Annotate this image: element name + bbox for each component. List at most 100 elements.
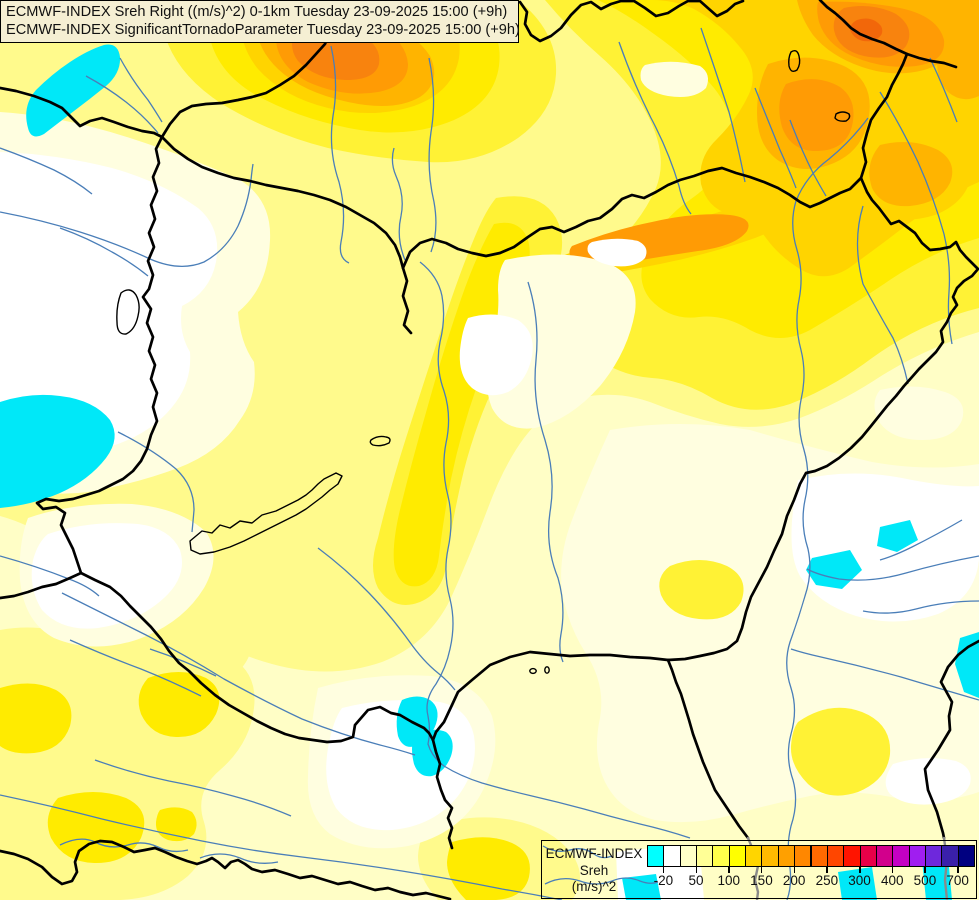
legend-color-cell <box>777 845 796 867</box>
contour-yellow-over-layer <box>659 560 891 796</box>
river <box>618 41 692 215</box>
legend-tick <box>826 867 828 873</box>
river <box>59 227 149 277</box>
legend-tick-label: 500 <box>913 873 937 888</box>
legend-color-cell <box>875 845 894 867</box>
legend-tick <box>793 867 796 873</box>
country-border <box>431 738 454 850</box>
lake-balaton-outline <box>189 472 343 555</box>
legend-color-cell <box>957 845 975 867</box>
legend-tick <box>957 867 959 873</box>
river <box>879 519 963 561</box>
river <box>428 57 437 253</box>
legend-title: ECMWF-INDEX <box>545 846 643 861</box>
legend-color-cell <box>696 845 714 867</box>
river <box>786 117 869 900</box>
lake-ferto-outline <box>116 289 140 335</box>
river <box>94 759 292 817</box>
legend-tick <box>760 867 763 873</box>
legend-tick-label: 700 <box>946 873 969 888</box>
river <box>59 838 189 853</box>
country-border <box>401 266 413 335</box>
legend-tick <box>728 867 730 873</box>
legend-tick-label: 100 <box>717 873 741 888</box>
map-title-line1: ECMWF-INDEX Sreh Right ((m/s)^2) 0-1km T… <box>6 4 508 20</box>
river <box>69 639 202 697</box>
river <box>544 877 659 885</box>
legend-color-cell <box>826 845 845 867</box>
legend-color-cell <box>712 845 730 867</box>
river <box>790 648 979 701</box>
country-border <box>923 639 979 840</box>
legend-color-cell <box>728 845 747 867</box>
legend-tick-label: 50 <box>688 873 704 888</box>
legend-ticks: -20 50 100 150 200 250 300 400 500 700 <box>647 867 974 897</box>
contour-white-layer <box>0 152 979 900</box>
map-title-box: ECMWF-INDEX Sreh Right ((m/s)^2) 0-1km T… <box>0 0 520 43</box>
legend-tick-label: 150 <box>750 873 773 888</box>
legend-tick <box>859 867 861 873</box>
legend-tick-label: 250 <box>815 873 839 888</box>
legend-tick <box>924 867 926 873</box>
legend-tick-label: 400 <box>880 873 904 888</box>
river <box>330 45 350 264</box>
country-border <box>35 135 435 744</box>
legend-color-cell <box>663 845 681 867</box>
legend-color-cell <box>745 845 763 867</box>
river <box>61 592 416 756</box>
rivers-layer <box>0 27 979 900</box>
country-border <box>431 650 670 742</box>
river <box>700 27 746 183</box>
river <box>754 87 797 189</box>
legend-color-cell <box>679 845 698 867</box>
legend-tick-label: 300 <box>848 873 871 888</box>
legend-color-cell <box>941 845 959 867</box>
legend-subtitle: Sreh <box>579 862 609 878</box>
legend-colorbar <box>647 845 975 869</box>
river <box>391 147 406 261</box>
legend-color-cell <box>761 845 779 867</box>
river <box>879 91 953 345</box>
river <box>0 794 563 900</box>
country-border <box>0 839 452 900</box>
small-lake-outline <box>788 49 801 73</box>
lakes-layer <box>116 49 851 675</box>
country-border <box>160 135 863 270</box>
river <box>0 147 93 195</box>
lake-velence-outline <box>369 435 391 447</box>
negative-areas-layer <box>0 44 979 900</box>
river <box>862 600 979 614</box>
river <box>806 555 979 581</box>
river <box>149 648 217 677</box>
country-border <box>666 658 750 840</box>
legend-tick <box>891 867 894 873</box>
country-border <box>0 571 83 600</box>
legend-tick <box>695 867 698 873</box>
legend-color-cell <box>908 845 926 867</box>
river <box>119 57 163 123</box>
legend-tick-label: 200 <box>782 873 806 888</box>
river <box>929 57 958 123</box>
small-lake-outline <box>529 667 537 675</box>
legend-tick <box>662 867 665 873</box>
legend-color-cell <box>647 845 665 867</box>
river <box>419 261 691 839</box>
river <box>856 205 909 385</box>
river <box>199 853 279 864</box>
legend-tick-label: -20 <box>653 873 674 888</box>
map-title-line2: ECMWF-INDEX SignificantTornadoParameter … <box>6 22 520 38</box>
country-border <box>0 86 164 139</box>
small-lake-outline <box>544 666 550 674</box>
country-border <box>518 0 745 43</box>
river <box>527 281 564 663</box>
legend-color-cell <box>924 845 943 867</box>
river <box>317 547 456 691</box>
country-border <box>666 52 979 662</box>
legend-color-cell <box>859 845 877 867</box>
legend-box: ECMWF-INDEX Sreh (m/s)^2 -20 50 100 150 200 2… <box>541 840 977 899</box>
legend-units: (m/s)^2 <box>571 879 617 894</box>
legend-color-cell <box>892 845 910 867</box>
small-lake-outline <box>834 111 851 122</box>
